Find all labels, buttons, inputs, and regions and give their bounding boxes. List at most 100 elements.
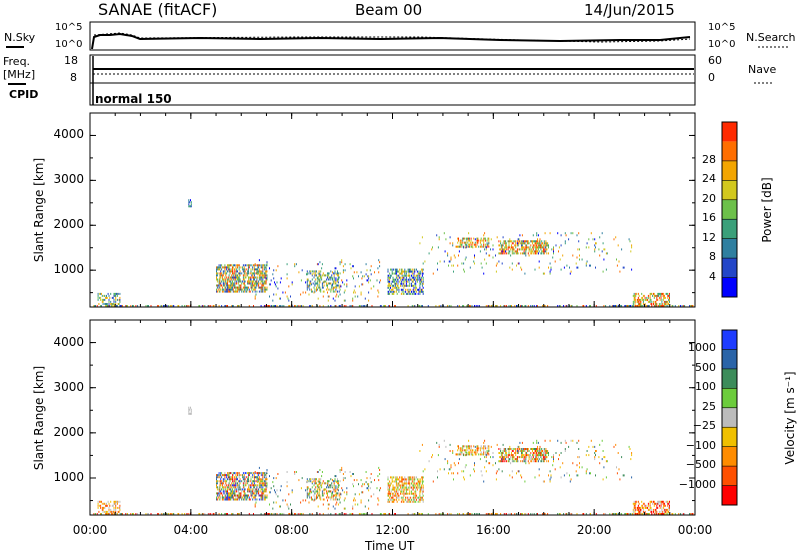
velocity-range-cell [336, 501, 338, 504]
velocity-range-cell [537, 460, 539, 463]
velocity-range-cell [312, 490, 314, 493]
power-range-cell [637, 300, 639, 303]
power-range-cell [410, 268, 412, 271]
velocity-range-cell [305, 489, 307, 492]
power-range-cell [633, 296, 635, 299]
power-range-cell [520, 305, 522, 307]
velocity-range-cell [229, 496, 231, 499]
velocity-range-cell [240, 496, 242, 499]
velocity-range-cell [403, 494, 405, 497]
power-range-cell [405, 292, 407, 295]
power-range-cell [186, 305, 188, 307]
power-range-cell [260, 278, 262, 281]
velocity-range-cell [225, 480, 227, 483]
velocity-range-cell [332, 496, 334, 499]
power-range-cell [408, 280, 410, 283]
velocity-range-cell [537, 456, 539, 459]
power-range-cell [263, 276, 265, 279]
velocity-range-cell [326, 496, 328, 499]
power-range-cell [407, 270, 409, 273]
power-range-cell [253, 282, 255, 285]
velocity-range-cell [542, 458, 544, 461]
velocity-range-cell [322, 513, 324, 515]
velocity-range-cell [232, 492, 234, 495]
velocity-range-cell [316, 497, 317, 500]
velocity-range-cell [290, 503, 291, 506]
velocity-range-cell [508, 454, 510, 457]
velocity-range-cell [663, 506, 665, 509]
power-range-cell [524, 252, 526, 255]
power-range-cell [484, 232, 486, 235]
velocity-range-cell [525, 513, 527, 515]
velocity-range-cell [100, 500, 102, 503]
power-range-cell [419, 292, 421, 295]
power-range-cell [616, 258, 617, 261]
velocity-range-cell [251, 488, 253, 491]
velocity-range-cell [237, 496, 238, 499]
power-range-cell [239, 280, 241, 283]
power-range-cell [226, 305, 228, 307]
velocity-range-cell [352, 505, 354, 508]
velocity-range-cell [390, 496, 392, 499]
velocity-colorbar-tick-label: −25 [692, 419, 716, 433]
power-range-cell [541, 244, 543, 247]
power-colorbar-tick-label: 12 [702, 230, 716, 244]
velocity-range-cell [291, 491, 293, 494]
velocity-range-cell [218, 492, 220, 495]
velocity-range-cell [234, 482, 236, 485]
power-range-cell [219, 268, 221, 271]
velocity-range-cell [421, 492, 423, 495]
power-range-cell [329, 276, 331, 279]
velocity-range-cell [232, 476, 233, 479]
power-range-cell [268, 305, 270, 307]
power-range-cell [286, 263, 288, 266]
velocity-range-cell [262, 490, 264, 493]
power-range-cell [501, 252, 503, 255]
velocity-range-cell [337, 480, 339, 483]
velocity-range-cell [668, 502, 670, 505]
velocity-range-cell [247, 494, 249, 497]
power-range-cell [336, 273, 338, 276]
velocity-range-cell [298, 513, 300, 515]
power-range-cell [334, 299, 336, 302]
velocity-range-cell [549, 478, 551, 481]
power-range-cell [234, 274, 236, 277]
nsearch-tick-top: 10^5 [708, 22, 736, 33]
power-range-cell [411, 268, 413, 271]
power-range-cell [231, 270, 233, 273]
power-range-cell [528, 248, 530, 251]
power-range-cell [224, 268, 226, 271]
velocity-range-cell [469, 453, 470, 456]
velocity-range-cell [419, 482, 421, 485]
velocity-range-cell [530, 460, 532, 463]
power-range-cell [333, 280, 335, 283]
velocity-range-cell [419, 480, 421, 483]
power-range-cell [318, 270, 320, 273]
velocity-range-cell [97, 502, 99, 505]
velocity-range-cell [521, 454, 523, 457]
power-range-cell [585, 262, 587, 265]
velocity-range-cell [457, 472, 459, 475]
velocity-range-cell [585, 470, 587, 473]
power-range-cell [258, 282, 260, 285]
power-range-cell [505, 242, 507, 245]
velocity-range-cell [256, 480, 258, 483]
velocity-range-cell [316, 490, 318, 493]
power-range-cell [655, 303, 657, 305]
power-range-cell [422, 290, 424, 293]
velocity-range-cell [228, 498, 230, 501]
power-range-cell [105, 305, 107, 307]
power-range-cell [464, 258, 466, 261]
power-range-cell [251, 282, 253, 285]
velocity-range-cell [619, 478, 621, 481]
velocity-range-cell [394, 513, 396, 515]
power-range-cell [346, 283, 348, 286]
power-range-cell [217, 266, 219, 269]
velocity-range-cell [536, 460, 538, 463]
power-range-cell [250, 284, 252, 287]
nsearch-trace [93, 32, 691, 43]
velocity-colorbar-tick-label: 500 [695, 360, 716, 374]
velocity-range-cell [521, 452, 523, 454]
velocity-range-cell [579, 466, 580, 469]
power-range-cell [527, 305, 529, 307]
